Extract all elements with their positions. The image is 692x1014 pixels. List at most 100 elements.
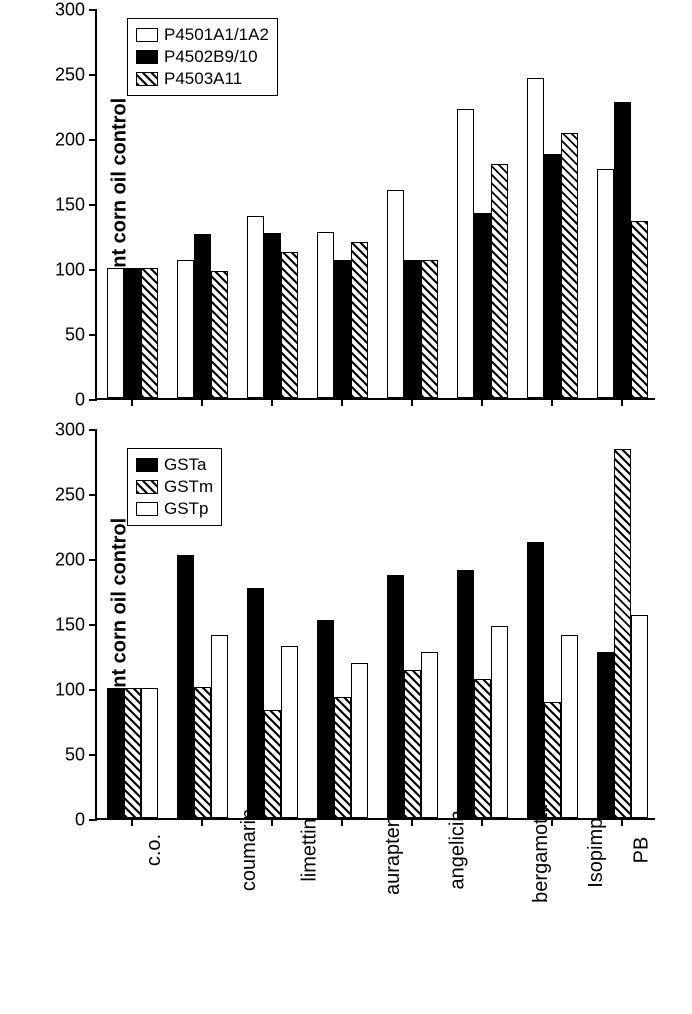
x-category-label: Isopimp. (585, 812, 608, 888)
x-category-label: angelicin (446, 811, 469, 890)
ytick-label: 250 (55, 485, 97, 506)
bar (264, 710, 281, 818)
bar (211, 635, 228, 818)
bar (404, 670, 421, 818)
legend-swatch (136, 28, 158, 42)
xtick (621, 818, 623, 826)
x-category-label: limettin (299, 818, 322, 881)
ytick-label: 200 (55, 550, 97, 571)
legend-swatch (136, 458, 158, 472)
legend-row: P4503A11 (136, 69, 269, 89)
ytick-label: 100 (55, 680, 97, 701)
bar (387, 190, 404, 398)
bar (141, 688, 158, 818)
bar (491, 164, 508, 398)
bar (247, 588, 264, 818)
bar (281, 646, 298, 818)
bar (614, 102, 631, 398)
x-category-label: auraptene (382, 805, 405, 895)
bar (457, 570, 474, 818)
bar (194, 234, 211, 398)
legend-label: GSTa (164, 455, 207, 475)
legend-row: P4502B9/10 (136, 47, 269, 67)
bar (474, 213, 491, 398)
x-category-label: PB (630, 837, 653, 864)
ytick-label: 100 (55, 260, 97, 281)
bar (527, 78, 544, 398)
ytick-label: 300 (55, 0, 97, 21)
xtick (551, 398, 553, 406)
legend-label: GSTm (164, 477, 213, 497)
ytick-label: 300 (55, 420, 97, 441)
bar (211, 271, 228, 398)
ytick-label: 50 (65, 325, 97, 346)
ytick-label: 0 (75, 390, 97, 411)
bar (597, 169, 614, 398)
xtick (131, 818, 133, 826)
bar (124, 268, 141, 398)
x-category-label: coumarin (238, 809, 261, 891)
bar (561, 133, 578, 398)
bar (317, 620, 334, 818)
bar (264, 233, 281, 398)
bar (491, 626, 508, 818)
bar (124, 688, 141, 818)
legend-row: GSTm (136, 477, 213, 497)
bar (561, 635, 578, 818)
bar (527, 542, 544, 818)
legend-label: P4502B9/10 (164, 47, 258, 67)
bar (404, 260, 421, 398)
bar (107, 688, 124, 818)
plot-area-top: P4501A1/1A2P4502B9/10P4503A11 0501001502… (95, 10, 655, 400)
bar (421, 260, 438, 398)
bar (107, 268, 124, 398)
bar (631, 615, 648, 818)
bar (194, 687, 211, 818)
ytick-label: 0 (75, 810, 97, 831)
legend-swatch (136, 50, 158, 64)
bar (457, 109, 474, 398)
bar (387, 575, 404, 818)
bar (597, 652, 614, 818)
legend-label: P4503A11 (164, 69, 242, 89)
bar (247, 216, 264, 398)
legend-bottom: GSTaGSTmGSTp (127, 448, 222, 526)
xtick (271, 818, 273, 826)
xtick (201, 398, 203, 406)
bar (141, 268, 158, 398)
plot-area-bottom: GSTaGSTmGSTp 050100150200250300 (95, 430, 655, 820)
xtick (271, 398, 273, 406)
ytick-label: 250 (55, 65, 97, 86)
bar (631, 221, 648, 398)
x-category-label: c.o. (143, 834, 166, 866)
bar (351, 242, 368, 398)
bar (281, 252, 298, 398)
x-axis-labels: c.o.coumarinlimettinaurapteneangelicinbe… (95, 840, 655, 1010)
xtick (341, 398, 343, 406)
xtick (341, 818, 343, 826)
xtick (201, 818, 203, 826)
xtick (481, 398, 483, 406)
legend-row: P4501A1/1A2 (136, 25, 269, 45)
xtick (621, 398, 623, 406)
bar (351, 663, 368, 818)
ytick-label: 200 (55, 130, 97, 151)
legend-label: P4501A1/1A2 (164, 25, 269, 45)
legend-swatch (136, 480, 158, 494)
bar (474, 679, 491, 818)
legend-row: GSTa (136, 455, 213, 475)
xtick (411, 818, 413, 826)
x-category-label: bergamottin (530, 797, 553, 903)
bar (317, 232, 334, 398)
legend-swatch (136, 72, 158, 86)
xtick (411, 398, 413, 406)
bar (421, 652, 438, 818)
figure: Percent corn oil control P4501A1/1A2P450… (0, 0, 692, 1014)
ytick-label: 50 (65, 745, 97, 766)
top-panel: Percent corn oil control P4501A1/1A2P450… (0, 0, 692, 420)
bar (334, 260, 351, 398)
bar (177, 555, 194, 818)
ytick-label: 150 (55, 195, 97, 216)
legend-swatch (136, 502, 158, 516)
bar (334, 697, 351, 818)
